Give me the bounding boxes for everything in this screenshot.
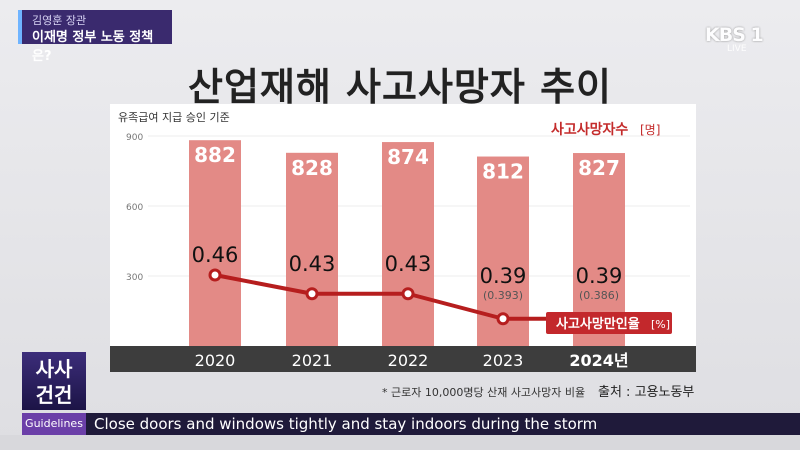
segment-line-2: 건건: [35, 383, 73, 407]
tag-line-1: 김영훈 장관: [32, 14, 87, 27]
bar-value-label: 882: [194, 143, 236, 167]
rate-value-label: 0.39: [480, 264, 527, 288]
x-tick-label: 2022: [388, 351, 429, 370]
ticker-label: Guidelines: [22, 413, 86, 435]
bar-value-label: 827: [578, 156, 620, 180]
segment-line-1: 사사: [35, 357, 73, 381]
bar: [189, 140, 241, 346]
legend-line-box: [546, 312, 672, 334]
x-tick-label: 2021: [292, 351, 333, 370]
rate-point: [305, 287, 319, 301]
x-axis-band: [110, 346, 696, 372]
bar: [286, 152, 338, 346]
rate-point: [401, 287, 415, 301]
rate-point: [208, 268, 222, 282]
bar-value-label: 828: [291, 156, 333, 180]
rate-sub-label: (0.386): [579, 289, 619, 302]
x-tick-label: 2024년: [569, 351, 628, 370]
rate-value-label: 0.43: [289, 252, 336, 276]
tag-line-2: 이재명 정부 노동 정책은?: [32, 30, 154, 64]
rate-sub-label: (0.393): [483, 289, 523, 302]
source-text: 출처 : 고용노동부: [598, 385, 695, 400]
bar-value-label: 812: [482, 160, 524, 184]
y-tick-label: 300: [126, 273, 143, 283]
broadcaster-live-label: LIVE: [727, 44, 747, 54]
rate-value-label: 0.46: [192, 243, 239, 267]
rate-value-label: 0.39: [576, 264, 623, 288]
program-tag: 김영훈 장관 이재명 정부 노동 정책은?: [18, 10, 172, 64]
rate-value-label: 0.43: [385, 252, 432, 276]
x-tick-label: 2020: [195, 351, 236, 370]
legend-bar-unit: [명]: [640, 123, 660, 137]
broadcaster-logo: KBS 1: [705, 24, 764, 46]
bottom-strip: [0, 435, 800, 450]
bar-value-label: 874: [387, 145, 429, 169]
legend-bar-name: 사고사망자수: [551, 121, 628, 138]
rate-point: [496, 312, 510, 326]
x-tick-label: 2023: [483, 351, 524, 370]
ticker-text: Close doors and windows tightly and stay…: [86, 413, 800, 435]
legend-line-unit: [%]: [651, 318, 670, 331]
y-tick-label: 600: [126, 203, 143, 213]
footnote: * 근로자 10,000명당 산재 사고사망자 비율: [382, 386, 586, 399]
chart-title: 산업재해 사고사망자 추이: [187, 65, 613, 109]
segment-logo: 사사 건건: [22, 352, 86, 410]
legend-line-name: 사고사망만인율: [556, 316, 640, 332]
y-tick-label: 900: [126, 133, 143, 143]
chart-subtitle: 유족급여 지급 승인 기준: [118, 111, 230, 124]
bar: [382, 142, 434, 346]
